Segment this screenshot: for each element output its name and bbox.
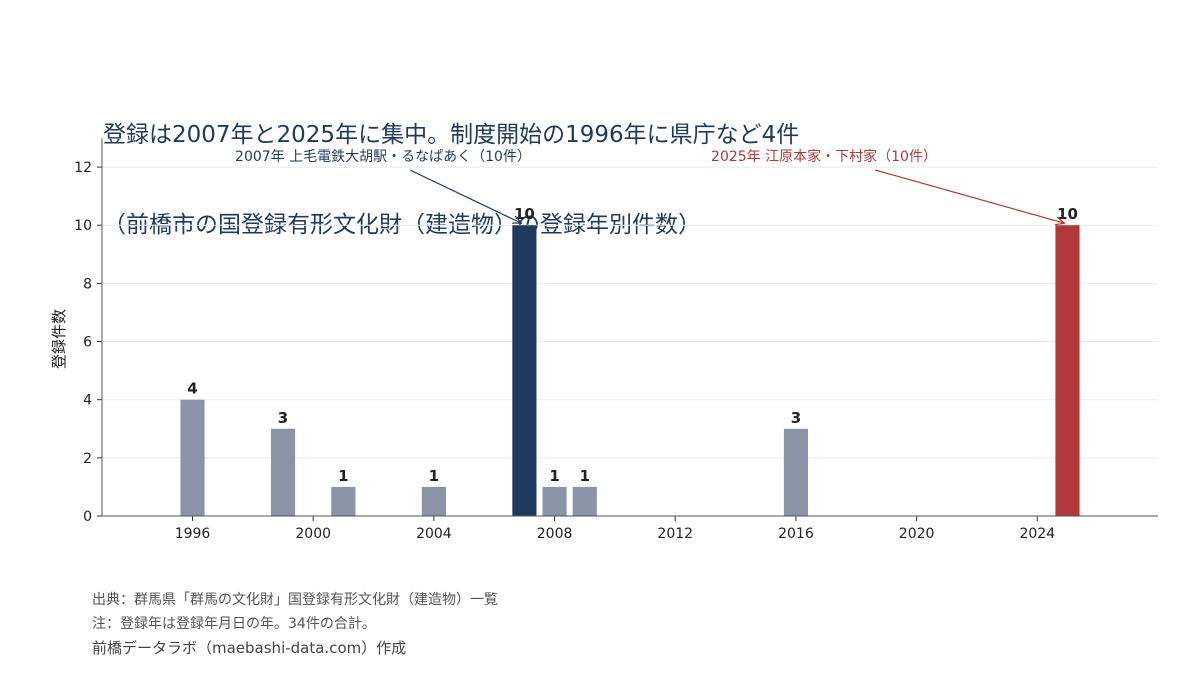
credit-line: 前橋データラボ（maebashi-data.com）作成 <box>92 636 498 660</box>
bar-2016 <box>784 429 808 516</box>
y-tick-label: 12 <box>74 160 92 176</box>
x-tick-label: 2016 <box>778 526 814 542</box>
bar-value-label: 1 <box>429 467 439 485</box>
y-tick-label: 8 <box>83 276 92 292</box>
y-tick-label: 4 <box>83 393 92 409</box>
bar-2025 <box>1055 225 1079 516</box>
y-tick-label: 6 <box>83 335 92 351</box>
x-tick-label: 2012 <box>657 526 693 542</box>
bar-value-label: 4 <box>187 380 197 398</box>
source-note: 出典：群馬県「群馬の文化財」国登録有形文化財（建造物）一覧 <box>92 588 498 612</box>
y-tick-label: 0 <box>83 509 92 525</box>
bar-1999 <box>271 429 295 516</box>
bar-value-label: 3 <box>791 409 801 427</box>
annotation-arrow <box>410 170 521 223</box>
bar-value-label: 1 <box>580 467 590 485</box>
y-tick-label: 2 <box>83 451 92 467</box>
bar-1996 <box>180 400 204 516</box>
x-tick-label: 1996 <box>175 526 211 542</box>
footnote: 注：登録年は登録年月日の年。34件の合計。 <box>92 612 498 636</box>
x-tick-label: 2008 <box>537 526 573 542</box>
bar-value-label: 1 <box>338 467 348 485</box>
bar-value-label: 3 <box>278 409 288 427</box>
bar-2007 <box>512 225 536 516</box>
y-axis-label: 登録件数 <box>50 309 68 369</box>
x-tick-label: 2000 <box>295 526 331 542</box>
x-tick-label: 2020 <box>899 526 935 542</box>
x-tick-label: 2024 <box>1019 526 1055 542</box>
bar-2008 <box>543 487 567 516</box>
bar-2009 <box>573 487 597 516</box>
y-tick-label: 10 <box>74 218 92 234</box>
bar-value-label: 10 <box>1057 205 1078 223</box>
annotation-label: 2025年 江原本家・下村家（10件） <box>711 148 937 165</box>
x-tick-label: 2004 <box>416 526 452 542</box>
annotation-label: 2007年 上毛電鉄大胡駅・るなぱあく（10件） <box>235 149 531 165</box>
bar-2004 <box>422 487 446 516</box>
annotation-arrow <box>875 170 1064 223</box>
chart-footer: 出典：群馬県「群馬の文化財」国登録有形文化財（建造物）一覧 注：登録年は登録年月… <box>92 588 498 660</box>
bar-2001 <box>331 487 355 516</box>
bar-value-label: 1 <box>549 467 559 485</box>
